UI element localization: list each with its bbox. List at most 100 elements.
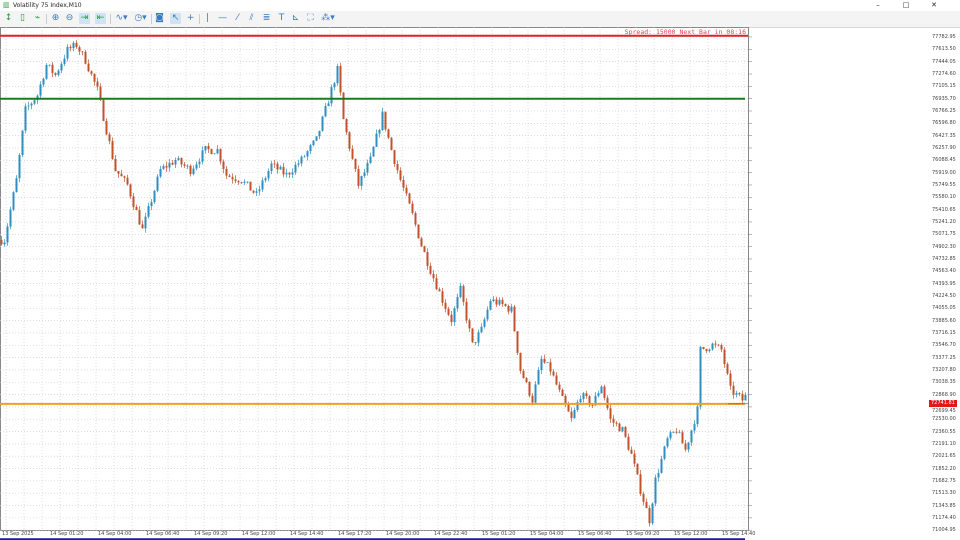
minimize-button[interactable]: – bbox=[876, 1, 880, 9]
candle-body bbox=[30, 103, 33, 106]
candle-body bbox=[114, 158, 117, 172]
rectangle-icon[interactable]: ⛶ bbox=[307, 13, 314, 23]
y-axis-label: 76427.35 bbox=[932, 132, 956, 139]
candle-body bbox=[75, 42, 78, 48]
candle-body bbox=[378, 129, 381, 134]
screenshot-icon[interactable]: ◙ bbox=[155, 13, 164, 23]
candle-body bbox=[279, 166, 282, 170]
candle-body bbox=[39, 84, 42, 96]
candle-body bbox=[327, 103, 330, 107]
candle-body bbox=[102, 99, 105, 121]
candle-body bbox=[48, 64, 51, 66]
fibonacci-icon[interactable]: ≣ bbox=[262, 13, 271, 23]
maximize-button[interactable]: □ bbox=[902, 1, 910, 9]
candle-body bbox=[735, 393, 738, 395]
candle-body bbox=[246, 181, 249, 183]
candle-body bbox=[699, 346, 702, 407]
candle-body bbox=[318, 130, 321, 137]
candle-body bbox=[687, 442, 690, 450]
candle-body bbox=[129, 184, 132, 197]
candle-body bbox=[78, 47, 81, 52]
candle-body bbox=[213, 153, 216, 155]
candle-body bbox=[426, 252, 429, 266]
y-axis-label: 76088.45 bbox=[932, 157, 956, 164]
x-axis-label: 14 Sep 06:40 bbox=[146, 531, 180, 537]
candle-body bbox=[528, 381, 531, 396]
candle-body bbox=[615, 422, 618, 424]
y-axis-label: 74055.05 bbox=[932, 305, 956, 312]
candle-body bbox=[51, 64, 54, 74]
candle-body bbox=[387, 129, 390, 138]
app-icon: ▥ bbox=[3, 1, 10, 9]
trend-line-icon[interactable]: ⁄ bbox=[236, 13, 239, 23]
current-price-label: 72741.81 bbox=[929, 400, 957, 408]
candle-body bbox=[312, 140, 315, 146]
candle-body bbox=[159, 168, 162, 177]
candle-body bbox=[480, 326, 483, 333]
candle-body bbox=[702, 346, 705, 350]
candle-body bbox=[549, 362, 552, 372]
y-axis-label: 77444.05 bbox=[932, 58, 956, 65]
candle-body bbox=[486, 309, 489, 320]
price-chart[interactable]: Spread: 15000 Next Bar in 08:16 72741.81… bbox=[0, 27, 960, 540]
candle-body bbox=[348, 132, 351, 149]
horizontal-line-icon[interactable]: — bbox=[218, 13, 227, 23]
candle-body bbox=[105, 120, 108, 135]
candle-body bbox=[231, 176, 234, 180]
y-axis-label: 73207.80 bbox=[932, 366, 956, 373]
candle-body bbox=[537, 370, 540, 385]
equidistant-channel-icon[interactable]: ⫽ bbox=[249, 13, 254, 23]
candle-body bbox=[198, 161, 201, 165]
new-order-icon[interactable]: ↕ bbox=[4, 13, 13, 23]
candle-body bbox=[474, 342, 477, 343]
zoom-in-icon[interactable]: ⊕ bbox=[51, 13, 60, 23]
candle-body bbox=[177, 158, 180, 160]
y-axis-label: 71852.20 bbox=[932, 465, 956, 472]
x-axis-label: 14 Sep 14:40 bbox=[290, 531, 324, 537]
indicators-icon[interactable]: ∿▾ bbox=[115, 13, 128, 23]
candle-body bbox=[6, 226, 9, 243]
y-axis-label: 73377.25 bbox=[932, 354, 956, 361]
y-axis-label: 75410.65 bbox=[932, 206, 956, 213]
candle-body bbox=[435, 278, 438, 290]
candle-body bbox=[72, 42, 75, 49]
candle-body bbox=[459, 285, 462, 298]
candle-body bbox=[402, 179, 405, 188]
candle-body bbox=[99, 86, 102, 100]
candle-body bbox=[465, 301, 468, 321]
chart-shift-icon[interactable]: ⇤ bbox=[95, 13, 106, 24]
candle-body bbox=[330, 87, 333, 104]
candle-body bbox=[282, 166, 285, 175]
candle-body bbox=[93, 73, 96, 82]
close-button[interactable]: ✕ bbox=[931, 1, 937, 9]
candle-body bbox=[369, 156, 372, 164]
crosshair-icon[interactable]: + bbox=[186, 13, 195, 23]
objects-icon[interactable]: ⁂▾ bbox=[321, 13, 335, 23]
candle-body bbox=[324, 106, 327, 117]
x-axis-label: 14 Sep 12:00 bbox=[242, 531, 276, 537]
candle-body bbox=[162, 165, 165, 169]
text-icon[interactable]: T bbox=[278, 13, 285, 23]
arrows-icon[interactable]: ⊾ bbox=[291, 13, 300, 23]
y-axis-label: 75241.20 bbox=[932, 218, 956, 225]
chart-plot[interactable] bbox=[0, 27, 960, 540]
candle-body bbox=[501, 299, 504, 305]
zoom-out-icon[interactable]: ⊖ bbox=[65, 13, 74, 23]
candle-body bbox=[720, 345, 723, 350]
auto-scroll-icon[interactable]: ⇥ bbox=[79, 13, 90, 24]
one-click-icon[interactable]: ▯ bbox=[20, 13, 25, 23]
title-bar: ▥ Volatility 75 Index,M10 – □ ✕ bbox=[0, 0, 960, 11]
candle-body bbox=[135, 206, 138, 211]
candle-body bbox=[738, 393, 741, 394]
candle-body bbox=[588, 396, 591, 406]
candle-body bbox=[120, 173, 123, 177]
chart-type-icon[interactable]: ⌁ bbox=[34, 13, 41, 23]
vertical-line-icon[interactable]: | bbox=[205, 13, 210, 23]
timeframe-icon[interactable]: ◷▾ bbox=[134, 13, 147, 23]
y-axis-label: 74224.50 bbox=[932, 292, 956, 299]
candle-body bbox=[492, 299, 495, 301]
candle-body bbox=[558, 384, 561, 390]
y-axis-label: 71174.40 bbox=[932, 514, 956, 521]
cursor-icon[interactable]: ↖ bbox=[170, 13, 181, 24]
candle-body bbox=[390, 137, 393, 151]
